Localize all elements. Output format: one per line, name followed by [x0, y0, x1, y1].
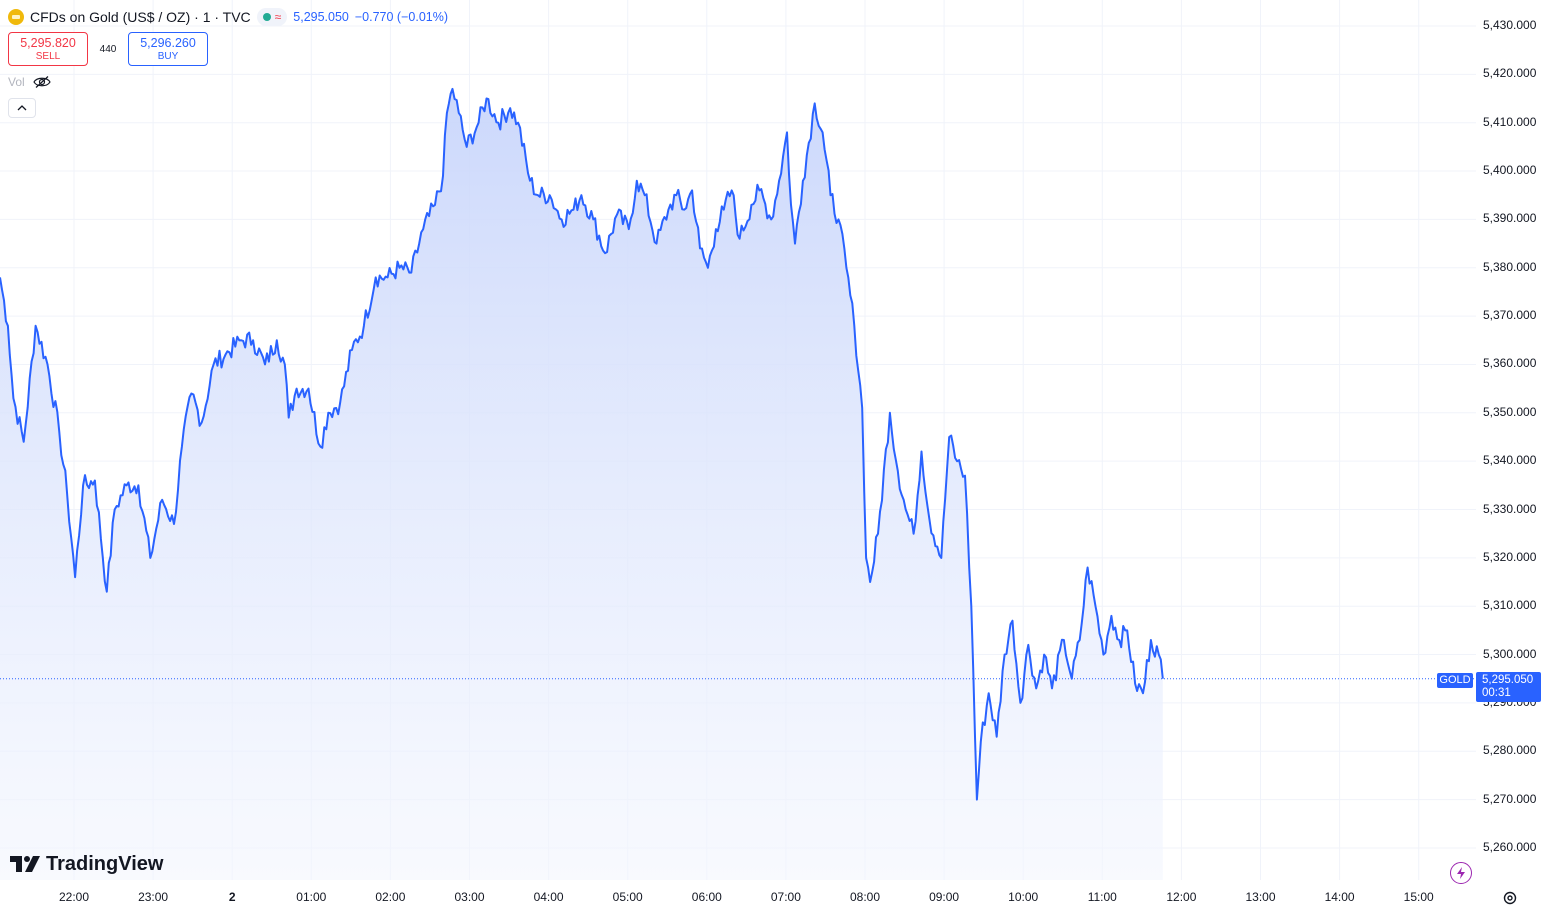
time-tick-label: 06:00 [691, 890, 722, 904]
sell-button[interactable]: 5,295.820 SELL [8, 32, 88, 66]
current-price-value: 5,295.050 [1482, 674, 1534, 686]
time-tick-label: 2 [228, 890, 236, 904]
buy-price: 5,296.260 [140, 35, 196, 50]
time-tick-label: 02:00 [375, 890, 406, 904]
time-tick-label: 13:00 [1245, 890, 1276, 904]
price-tick-label: 5,320.000 [1483, 549, 1537, 564]
time-tick-label: 14:00 [1324, 890, 1355, 904]
current-price-tag: 5,295.050 00:31 [1476, 672, 1541, 702]
tradingview-logo-text: TradingView [46, 852, 164, 875]
price-tick-label: 5,360.000 [1483, 356, 1537, 371]
chevron-up-icon [17, 105, 27, 111]
buy-label: BUY [157, 50, 179, 62]
price-tick-label: 5,280.000 [1483, 743, 1537, 758]
time-tick-label: 07:00 [770, 890, 801, 904]
buy-button[interactable]: 5,296.260 BUY [128, 32, 208, 66]
market-status[interactable]: ≈ [256, 8, 288, 26]
price-tick-label: 5,390.000 [1483, 211, 1537, 226]
price-tick-label: 5,370.000 [1483, 308, 1537, 323]
collapse-legend-button[interactable] [8, 98, 36, 118]
price-tick-label: 5,260.000 [1483, 839, 1537, 854]
price-tick-label: 5,300.000 [1483, 646, 1537, 661]
price-area-fill [0, 88, 1163, 880]
symbol-tag: GOLD [1437, 673, 1473, 688]
time-tick-label: 22:00 [58, 890, 90, 904]
time-tick-label: 08:00 [849, 890, 881, 904]
price-tick-label: 5,350.000 [1483, 404, 1537, 419]
time-tick-label: 10:00 [1008, 890, 1039, 904]
price-tick-label: 5,410.000 [1483, 114, 1537, 129]
time-tick-label: 05:00 [612, 890, 643, 904]
gold-icon [8, 9, 24, 25]
data-delay-icon: ≈ [274, 10, 282, 24]
price-tick-label: 5,310.000 [1483, 598, 1537, 613]
time-tick-label: 23:00 [138, 890, 169, 904]
spread-value: 440 [99, 43, 117, 55]
volume-label: Vol [8, 75, 25, 89]
sell-price: 5,295.820 [20, 35, 76, 50]
price-tick-label: 5,420.000 [1483, 66, 1537, 81]
market-open-dot-icon [262, 13, 271, 21]
time-tick-label: 11:00 [1087, 890, 1117, 904]
volume-legend: Vol [8, 74, 51, 90]
price-tick-label: 5,340.000 [1483, 453, 1537, 468]
bolt-glyph-icon [1457, 867, 1465, 879]
price-tick-label: 5,380.000 [1483, 259, 1537, 274]
time-tick-label: 03:00 [454, 890, 485, 904]
eye-hidden-icon[interactable] [32, 75, 51, 89]
price-tick-label: 5,270.000 [1483, 791, 1537, 806]
gear-icon[interactable] [1502, 890, 1518, 906]
symbol-title[interactable]: CFDs on Gold (US$ / OZ) · 1 · TVC [30, 9, 251, 25]
time-tick-label: 04:00 [533, 890, 564, 904]
lightning-icon[interactable] [1450, 862, 1472, 884]
price-line [0, 87, 1164, 801]
bar-countdown: 00:31 [1482, 687, 1511, 699]
symbol-header[interactable]: CFDs on Gold (US$ / OZ) · 1 · TVC ≈ 5,29… [8, 6, 448, 28]
price-change: −0.770 (−0.01%) [354, 10, 448, 24]
price-tick-label: 5,400.000 [1483, 163, 1537, 178]
time-tick-label: 09:00 [929, 890, 960, 904]
tradingview-logo[interactable]: TradingView [10, 852, 163, 876]
trade-panel: 5,295.820 SELL 440 5,296.260 BUY [8, 32, 208, 66]
last-price: 5,295.050 [293, 10, 349, 24]
price-tick-label: 5,430.000 [1483, 18, 1537, 32]
time-tick-label: 15:00 [1403, 890, 1434, 904]
time-tick-label: 12:00 [1166, 890, 1197, 904]
price-tick-label: 5,330.000 [1483, 501, 1537, 516]
tradingview-logo-icon [10, 856, 40, 872]
time-tick-label: 01:00 [296, 890, 327, 904]
sell-label: SELL [35, 50, 61, 62]
